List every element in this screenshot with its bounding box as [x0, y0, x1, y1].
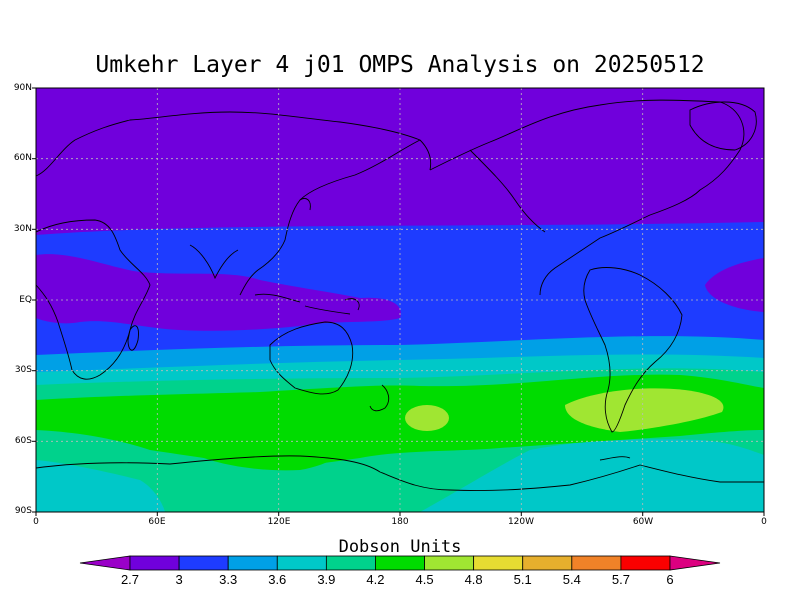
colorbar-tick-label: 3.6 — [268, 572, 287, 587]
lat-label: EQ — [19, 295, 32, 305]
chart-title: Umkehr Layer 4 j01 OMPS Analysis on 2025… — [95, 52, 705, 78]
colorbar-segment — [522, 555, 573, 571]
purple-patch-africa-asia — [36, 254, 401, 331]
colorbar-segment — [620, 555, 671, 571]
lat-label: 60S — [14, 436, 32, 446]
colorbar-max-arrow — [669, 555, 721, 571]
colorbar-segment — [129, 555, 180, 571]
colorbar-tick-label: 2.7 — [120, 572, 140, 587]
lightgreen-spot-atlantic — [565, 388, 724, 432]
lon-label: 0 — [33, 517, 39, 527]
colorbar-segment — [276, 555, 327, 571]
purple-patch-south-america — [705, 258, 764, 312]
colorbar-tick-label: 5.4 — [562, 572, 581, 587]
colorbar-min-arrow — [79, 555, 131, 571]
lat-label: 90S — [14, 506, 32, 516]
tick-marks — [32, 87, 765, 516]
lon-label: 60W — [632, 517, 654, 527]
colorbar-tick-label: 4.5 — [415, 572, 434, 587]
coastlines — [36, 99, 764, 491]
colorbar-segment — [424, 555, 475, 571]
lat-label: 30S — [14, 365, 32, 375]
lon-label: 60E — [148, 517, 166, 527]
green-patch-south-pacific — [180, 408, 360, 471]
colorbar-tick-label: 3.3 — [219, 572, 238, 587]
colorbar-tick-label: 6 — [666, 572, 674, 587]
lon-label: 120E — [267, 517, 291, 527]
colorbar-tick-label: 4.2 — [366, 572, 385, 587]
gridlines — [36, 88, 764, 512]
colorbar-segment — [325, 555, 376, 571]
lon-label: 120W — [507, 517, 535, 527]
lightgreen-spot-pacific — [405, 405, 449, 431]
colorbar-tick-label: 5.1 — [513, 572, 532, 587]
lat-label: 90N — [13, 83, 32, 93]
lon-label: 180 — [391, 517, 409, 527]
band-antarctic-cyan-east — [420, 439, 764, 512]
lat-label: 30N — [13, 224, 32, 234]
colorbar-tick-label: 3 — [175, 572, 183, 587]
colorbar-title: Dobson Units — [338, 537, 462, 557]
lon-label: 0 — [761, 517, 767, 527]
lat-label: 60N — [13, 153, 32, 163]
band-antarctic-cyan — [36, 460, 165, 512]
colorbar-tick-label: 3.9 — [317, 572, 336, 587]
colorbar — [79, 555, 721, 571]
colorbar-segment — [571, 555, 622, 571]
colorbar-segment — [375, 555, 425, 571]
colorbar-segment — [227, 555, 278, 571]
colorbar-tick-label: 4.8 — [464, 572, 483, 587]
colorbar-tick-label: 5.7 — [611, 572, 630, 587]
colorbar-segment — [473, 555, 524, 571]
colorbar-segment — [178, 555, 229, 571]
